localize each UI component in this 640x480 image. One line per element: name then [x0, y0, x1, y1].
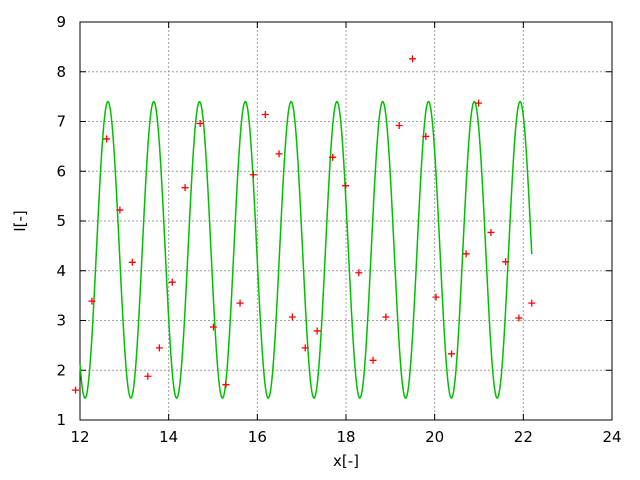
- data-point-marker-18: [313, 327, 321, 335]
- ytick-label-6: 6: [56, 162, 66, 180]
- ytick-label-9: 9: [56, 13, 66, 31]
- data-point-marker-26: [422, 132, 430, 140]
- data-point-marker-31: [487, 228, 495, 236]
- data-point-marker-9: [196, 119, 204, 127]
- data-point-marker-4: [128, 258, 136, 266]
- y-axis-label: I[-]: [11, 210, 29, 232]
- xtick-label-18: 18: [336, 428, 355, 446]
- data-point-marker-5: [144, 372, 152, 380]
- data-point-marker-3: [116, 206, 124, 214]
- ytick-label-7: 7: [56, 113, 66, 131]
- data-point-marker-33: [515, 314, 523, 322]
- data-point-marker-11: [222, 381, 230, 389]
- data-point-marker-6: [155, 344, 163, 352]
- data-point-marker-16: [288, 313, 296, 321]
- data-point-marker-27: [432, 293, 440, 301]
- data-point-marker-21: [355, 269, 363, 277]
- data-point-marker-12: [236, 299, 244, 307]
- ytick-label-8: 8: [56, 63, 66, 81]
- data-point-marker-20: [342, 182, 350, 190]
- data-point-marker-14: [261, 111, 269, 119]
- xtick-label-22: 22: [514, 428, 533, 446]
- data-point-marker-0: [72, 386, 80, 394]
- data-point-marker-23: [382, 313, 390, 321]
- data-point-marker-25: [409, 55, 416, 63]
- data-point-marker-28: [448, 350, 456, 358]
- data-point-marker-1: [88, 297, 96, 305]
- ytick-label-4: 4: [56, 262, 66, 280]
- data-point-marker-24: [395, 121, 403, 129]
- xtick-label-16: 16: [248, 428, 267, 446]
- data-point-marker-7: [168, 278, 176, 286]
- data-point-marker-13: [249, 171, 257, 179]
- xtick-label-14: 14: [159, 428, 178, 446]
- data-point-marker-34: [528, 299, 536, 307]
- data-point-marker-29: [462, 250, 470, 258]
- data-point-marker-32: [502, 258, 510, 266]
- xtick-label-12: 12: [70, 428, 89, 446]
- data-point-marker-22: [369, 356, 377, 364]
- xtick-label-20: 20: [425, 428, 444, 446]
- data-point-marker-30: [475, 99, 483, 107]
- ytick-label-5: 5: [56, 212, 66, 230]
- data-point-marker-17: [301, 344, 309, 352]
- ytick-label-2: 2: [56, 361, 66, 379]
- data-point-marker-2: [103, 135, 111, 143]
- data-point-marker-19: [329, 153, 337, 161]
- data-point-marker-10: [209, 323, 217, 331]
- fit-curve: [79, 100, 533, 399]
- ytick-label-3: 3: [56, 312, 66, 330]
- x-axis-label: x[-]: [333, 452, 359, 470]
- data-point-marker-15: [275, 150, 283, 158]
- ytick-label-1: 1: [56, 411, 66, 429]
- xtick-label-24: 24: [602, 428, 621, 446]
- data-point-marker-8: [181, 184, 189, 192]
